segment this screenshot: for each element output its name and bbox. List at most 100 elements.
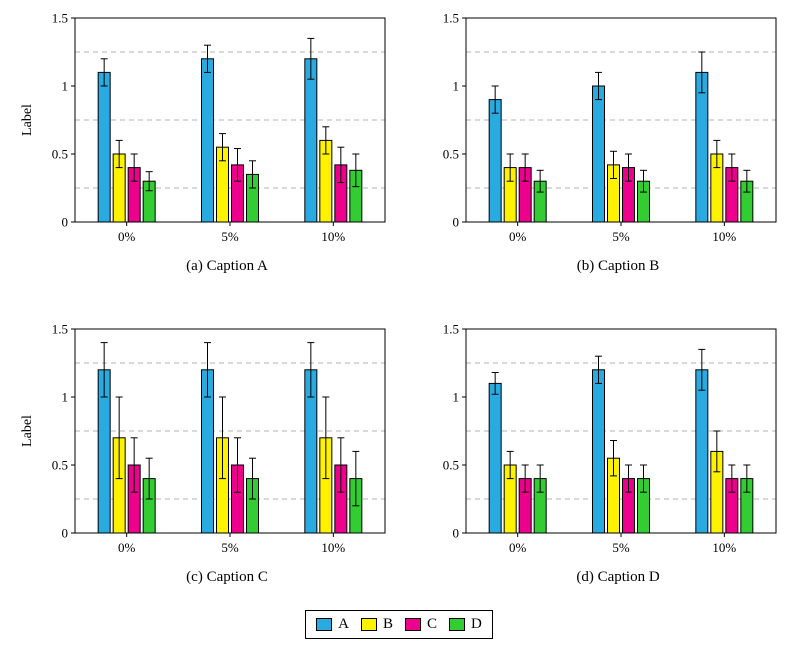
error-bar-D — [249, 160, 256, 189]
bar-A — [695, 369, 709, 534]
y-tick-label: 1.5 — [443, 322, 459, 337]
legend-swatch-C — [405, 618, 421, 631]
error-bar-B — [610, 440, 617, 477]
error-bar-D — [536, 464, 544, 493]
error-bar-B — [322, 126, 330, 155]
chart-b-canvas: 0 0.5 1 1.5 0% 5% 10% — [443, 11, 777, 244]
legend-row: A B C D — [8, 610, 790, 639]
bar-A — [488, 382, 502, 534]
x-tick-label: 5% — [221, 229, 239, 244]
x-tick-label: 10% — [712, 540, 736, 555]
x-tick-label: 10% — [321, 540, 345, 555]
error-bar-B — [115, 396, 123, 480]
error-bar-C — [130, 437, 138, 493]
y-tick-label: 0 — [62, 526, 69, 541]
chart-c-canvas: 0 0.5 1 1.5 0% 5% 10% Label — [20, 322, 386, 555]
error-bar-C — [234, 437, 241, 493]
legend-swatch-B — [360, 618, 377, 631]
chart-d-caption: (d) Caption D — [576, 569, 660, 585]
y-tick-label: 1.5 — [443, 11, 459, 26]
error-bar-A — [491, 372, 499, 395]
legend-item-A: A — [316, 616, 349, 633]
x-tick-label: 0% — [509, 229, 527, 244]
error-bar-C — [625, 464, 632, 493]
bar-A — [695, 71, 709, 223]
legend: A B C D — [305, 610, 493, 639]
y-tick-label: 1 — [453, 79, 460, 94]
error-bar-A — [307, 342, 315, 398]
error-bar-D — [249, 457, 256, 500]
legend-label-B: B — [382, 616, 393, 632]
chart-c-caption: (c) Caption C — [186, 569, 268, 585]
error-bar-A — [698, 348, 706, 391]
legend-label-D: D — [471, 616, 482, 632]
legend-item-B: B — [360, 616, 393, 633]
error-bar-B — [713, 139, 721, 169]
legend-item-D: D — [449, 616, 482, 633]
error-bar-B — [610, 150, 617, 179]
y-tick-label: 0.5 — [443, 458, 459, 473]
error-bar-A — [100, 342, 108, 398]
y-tick-label: 0 — [453, 526, 460, 541]
error-bar-C — [337, 146, 345, 184]
y-tick-label: 1 — [62, 79, 69, 94]
y-tick-label: 1 — [62, 390, 69, 405]
error-bar-B — [506, 450, 514, 480]
y-tick-label: 1 — [453, 390, 460, 405]
error-bar-C — [625, 153, 632, 182]
legend-swatch-A — [316, 618, 333, 631]
y-tick-label: 0 — [62, 215, 69, 230]
y-axis-label: Label — [20, 104, 35, 136]
bar-A — [97, 71, 111, 223]
error-bar-D — [352, 450, 360, 507]
error-bar-C — [728, 464, 736, 493]
error-bar-C — [521, 153, 529, 182]
error-bar-C — [337, 437, 345, 493]
error-bar-A — [698, 51, 706, 94]
bar-A — [592, 369, 605, 534]
y-tick-label: 0 — [453, 215, 460, 230]
x-tick-label: 5% — [612, 229, 630, 244]
error-bar-B — [713, 430, 721, 473]
error-bar-D — [640, 464, 647, 493]
error-bar-A — [204, 44, 211, 73]
y-axis-label: Label — [20, 415, 35, 447]
subplot-c: 0 0.5 1 1.5 0% 5% 10% Label (c) Caption C — [8, 319, 400, 586]
error-bar-D — [536, 169, 544, 193]
bar-A — [304, 58, 318, 223]
x-tick-label: 5% — [221, 540, 239, 555]
error-bar-C — [728, 153, 736, 182]
x-tick-label: 0% — [118, 229, 136, 244]
x-tick-label: 0% — [118, 540, 136, 555]
legend-item-C: C — [405, 616, 437, 633]
error-bar-C — [234, 148, 241, 182]
bar-A — [201, 58, 214, 223]
subplot-d: 0 0.5 1 1.5 0% 5% 10% (d) Caption D — [400, 319, 790, 586]
error-bar-C — [130, 153, 138, 182]
chart-d-canvas: 0 0.5 1 1.5 0% 5% 10% — [443, 322, 777, 555]
subplot-a: 0 0.5 1 1.5 0% 5% 10% Label (a) Caption A — [8, 8, 400, 275]
error-bar-A — [491, 85, 499, 114]
chart-a-caption: (a) Caption A — [186, 258, 268, 274]
chart-b-caption: (b) Caption B — [576, 258, 660, 274]
legend-label-C: C — [427, 616, 438, 632]
error-bar-A — [595, 355, 602, 384]
error-bar-A — [595, 71, 602, 101]
x-tick-label: 10% — [712, 229, 736, 244]
error-bar-B — [219, 396, 226, 480]
figure: 0 0.5 1 1.5 0% 5% 10% Label (a) Caption A 0 0.5 1… — [8, 8, 790, 639]
error-bar-D — [352, 153, 360, 188]
error-bar-B — [219, 133, 226, 162]
error-bar-C — [521, 464, 529, 493]
error-bar-D — [145, 457, 153, 500]
error-bar-D — [640, 169, 647, 193]
error-bar-D — [145, 171, 153, 192]
y-tick-label: 1.5 — [52, 322, 68, 337]
subplot-b: 0 0.5 1 1.5 0% 5% 10% (b) Caption B — [400, 8, 790, 275]
bar-A — [488, 99, 502, 223]
y-tick-label: 0.5 — [443, 147, 459, 162]
y-tick-label: 0.5 — [52, 147, 68, 162]
bar-A — [592, 85, 605, 223]
error-bar-B — [506, 153, 514, 182]
legend-swatch-D — [449, 618, 466, 631]
